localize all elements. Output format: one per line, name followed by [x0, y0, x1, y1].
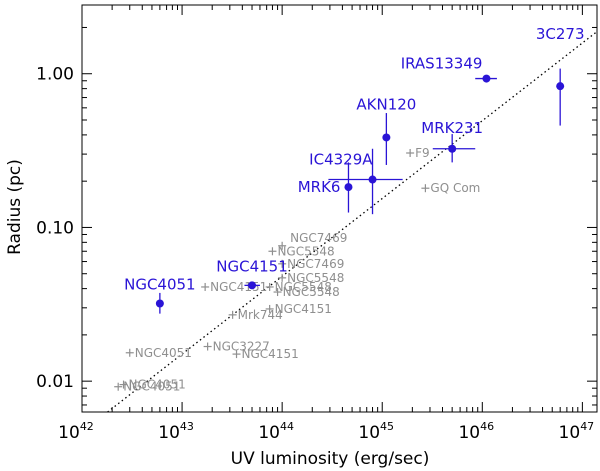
blue-point-3c273: 3C273 — [536, 25, 585, 126]
grey-point-ngc5548: NGC5548 — [265, 280, 332, 294]
plot-frame — [81, 4, 598, 413]
grey-point-label: NGC4051 — [123, 380, 180, 394]
data-point — [382, 133, 391, 142]
grey-point-gq-com: GQ Com — [421, 181, 480, 195]
grey-point-label: NGC4151 — [242, 347, 299, 361]
grey-point-label: F9 — [415, 146, 430, 160]
blue-point-label: MRK6 — [298, 178, 341, 196]
y-axis-title: Radius (pc) — [5, 159, 25, 255]
grey-point-label: NGC4051 — [135, 346, 192, 360]
grey-point-ngc5548: NGC5548 — [273, 285, 340, 299]
grey-point-ngc4151: NGC4151 — [232, 347, 299, 361]
x-tick-labels: 1042 1043 1044 1045 1046 1047 — [58, 420, 594, 443]
grey-point-ngc7469: NGC7469 — [278, 231, 347, 250]
grey-point-ngc4051: NGC4051 — [119, 378, 186, 392]
grey-point-label: NGC4151 — [210, 280, 267, 294]
blue-point-label: NGC4151 — [216, 257, 288, 275]
blue-point-label: IC4329A — [309, 151, 373, 169]
data-point — [368, 175, 377, 184]
data-point — [248, 281, 257, 290]
grey-point-label: Mrk744 — [238, 308, 283, 322]
blue-point-ngc4151: NGC4151 — [216, 257, 288, 290]
y-tick-labels: 0.01 0.10 1.00 — [36, 65, 74, 392]
data-point — [482, 74, 491, 83]
grey-point-ngc5548: NGC5548 — [268, 244, 335, 258]
grey-point-label: NGC5548 — [277, 244, 334, 258]
x-tick-label: 1042 — [58, 420, 94, 443]
grey-point-ngc3227: NGC3227 — [203, 340, 270, 354]
grey-point-label: NGC4151 — [275, 302, 332, 316]
grey-point-label: NGC5548 — [287, 271, 344, 285]
y-tick-label: 0.01 — [36, 372, 74, 392]
data-point — [155, 299, 164, 308]
grey-point-ngc4051: NGC4051 — [114, 380, 180, 394]
x-tick-label: 1045 — [358, 420, 394, 443]
grey-point-f9: F9 — [406, 146, 430, 160]
x-tick-label: 1043 — [158, 420, 194, 443]
grey-point-label: NGC7469 — [287, 257, 344, 271]
axis-ticks — [81, 5, 597, 412]
grey-point-ngc4151: NGC4151 — [265, 302, 332, 316]
blue-series-layer: NGC4051 NGC4151 MRK6 IC4329A AKN120 MRK231 IRA… — [124, 25, 585, 314]
blue-point-mrk231: MRK231 — [421, 119, 483, 163]
blue-point-mrk6: MRK6 — [298, 162, 353, 213]
grey-point-ngc7469: NGC7469 — [278, 257, 344, 271]
blue-point-label: MRK231 — [421, 119, 483, 137]
blue-point-ngc4051: NGC4051 — [124, 276, 196, 314]
grey-point-label: NGC7469 — [290, 231, 347, 245]
x-tick-label: 1046 — [458, 420, 494, 443]
data-point — [344, 183, 353, 192]
x-tick-label: 1044 — [258, 420, 294, 443]
blue-point-label: AKN120 — [356, 95, 416, 113]
data-point — [448, 144, 457, 153]
grey-point-ngc4051: NGC4051 — [125, 346, 192, 360]
blue-point-label: NGC4051 — [124, 276, 196, 294]
grey-point-ngc4151: NGC4151 — [201, 280, 267, 294]
grey-point-label: NGC5548 — [283, 285, 340, 299]
y-tick-label: 1.00 — [36, 65, 74, 85]
grey-point-label: GQ Com — [430, 181, 480, 195]
blue-point-akn120: AKN120 — [356, 95, 416, 165]
blue-point-label: 3C273 — [536, 25, 585, 43]
grey-point-ngc5548: NGC5548 — [278, 271, 344, 285]
y-tick-label: 0.10 — [36, 218, 74, 238]
x-axis-title: UV luminosity (erg/sec) — [231, 449, 430, 469]
grey-point-mrk744: Mrk744 — [228, 308, 283, 322]
blue-point-ic4329a: IC4329A — [309, 148, 403, 215]
blue-point-label: IRAS13349 — [401, 55, 483, 73]
grey-point-label: NGC5548 — [275, 280, 332, 294]
grey-point-label: NGC4051 — [129, 378, 186, 392]
grey-point-label: NGC3227 — [213, 340, 270, 354]
blue-point-iras13349: IRAS13349 — [401, 55, 497, 83]
data-point — [556, 82, 565, 91]
x-tick-label: 1047 — [559, 420, 595, 443]
